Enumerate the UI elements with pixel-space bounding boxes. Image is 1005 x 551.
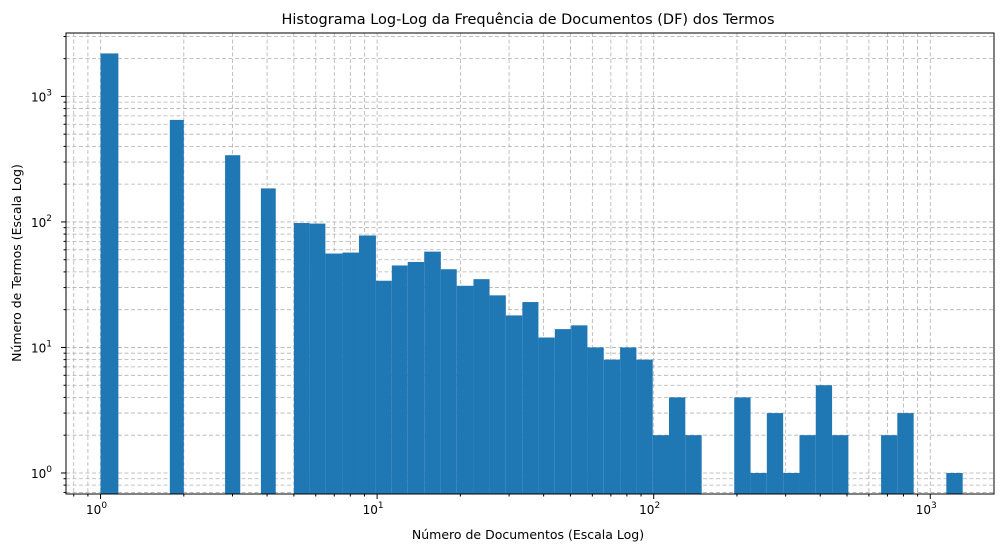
histogram-bar bbox=[734, 397, 751, 494]
histogram-bar bbox=[473, 279, 490, 494]
x-tick-label: 103 bbox=[916, 501, 937, 517]
y-tick-base: 10 bbox=[31, 90, 46, 104]
y-tick-base: 10 bbox=[31, 341, 46, 355]
y-axis-label: Número de Termos (Escala Log) bbox=[9, 164, 24, 362]
histogram-bar bbox=[881, 435, 898, 494]
histogram-bar bbox=[522, 302, 539, 494]
x-tick-base: 10 bbox=[639, 503, 654, 517]
histogram-bars bbox=[100, 53, 963, 495]
histogram-bar bbox=[750, 472, 767, 494]
histogram-bar bbox=[571, 325, 588, 494]
x-tick-base: 10 bbox=[363, 503, 378, 517]
x-tick-base: 10 bbox=[86, 503, 101, 517]
x-tick-exponent: 0 bbox=[101, 501, 107, 511]
histogram-bar bbox=[636, 359, 653, 494]
y-tick-exponent: 1 bbox=[46, 339, 52, 349]
axis-ticks bbox=[61, 36, 931, 499]
histogram-bar bbox=[342, 252, 360, 494]
histogram-bar bbox=[505, 315, 523, 494]
histogram-bar bbox=[407, 261, 425, 494]
x-tick-label: 100 bbox=[86, 501, 107, 517]
histogram-bar bbox=[832, 435, 849, 494]
y-tick-label: 102 bbox=[31, 214, 52, 230]
histogram-bar bbox=[325, 253, 343, 494]
histogram-bar bbox=[489, 295, 506, 494]
y-tick-label: 100 bbox=[31, 465, 52, 481]
y-tick-exponent: 2 bbox=[46, 214, 52, 224]
x-tick-label: 101 bbox=[363, 501, 384, 517]
y-tick-exponent: 0 bbox=[46, 465, 52, 475]
histogram-bar bbox=[440, 269, 457, 494]
plot-frame bbox=[65, 32, 995, 495]
histogram-bar bbox=[685, 435, 702, 494]
histogram-bar bbox=[897, 413, 914, 494]
histogram-bar bbox=[799, 435, 816, 494]
x-tick-exponent: 1 bbox=[378, 501, 384, 511]
x-tick-exponent: 2 bbox=[654, 501, 660, 511]
histogram-bar bbox=[554, 329, 572, 494]
histogram-bar bbox=[225, 155, 241, 494]
histogram-bar bbox=[309, 223, 326, 494]
histogram-bar bbox=[946, 472, 963, 494]
y-tick-exponent: 3 bbox=[46, 88, 52, 98]
histogram-bar bbox=[587, 347, 604, 494]
histogram-bar bbox=[359, 235, 376, 494]
histogram-bar bbox=[783, 472, 800, 494]
histogram-bar bbox=[620, 347, 637, 494]
histogram-bar bbox=[169, 119, 184, 494]
histogram-bar bbox=[538, 337, 555, 494]
x-tick-exponent: 3 bbox=[931, 501, 937, 511]
histogram-bar bbox=[603, 359, 621, 494]
histogram-bar bbox=[375, 280, 392, 494]
x-tick-label: 102 bbox=[639, 501, 660, 517]
y-tick-label: 103 bbox=[31, 88, 52, 104]
histogram-bar bbox=[669, 397, 686, 494]
histogram-bar bbox=[766, 413, 784, 494]
histogram-bar bbox=[100, 53, 119, 495]
histogram-bar bbox=[293, 223, 310, 494]
x-axis-label: Número de Documentos (Escala Log) bbox=[412, 527, 644, 542]
histogram-bar bbox=[260, 188, 276, 494]
y-tick-label: 101 bbox=[31, 339, 52, 355]
x-tick-base: 10 bbox=[916, 503, 931, 517]
y-tick-base: 10 bbox=[31, 467, 46, 481]
chart-title: Histograma Log-Log da Frequência de Docu… bbox=[281, 12, 774, 28]
histogram-bar bbox=[456, 285, 474, 494]
histogram-bar bbox=[424, 251, 441, 494]
histogram-bar bbox=[815, 385, 833, 494]
y-tick-base: 10 bbox=[31, 216, 46, 230]
histogram-bar bbox=[652, 435, 670, 494]
histogram-bar bbox=[391, 265, 408, 494]
